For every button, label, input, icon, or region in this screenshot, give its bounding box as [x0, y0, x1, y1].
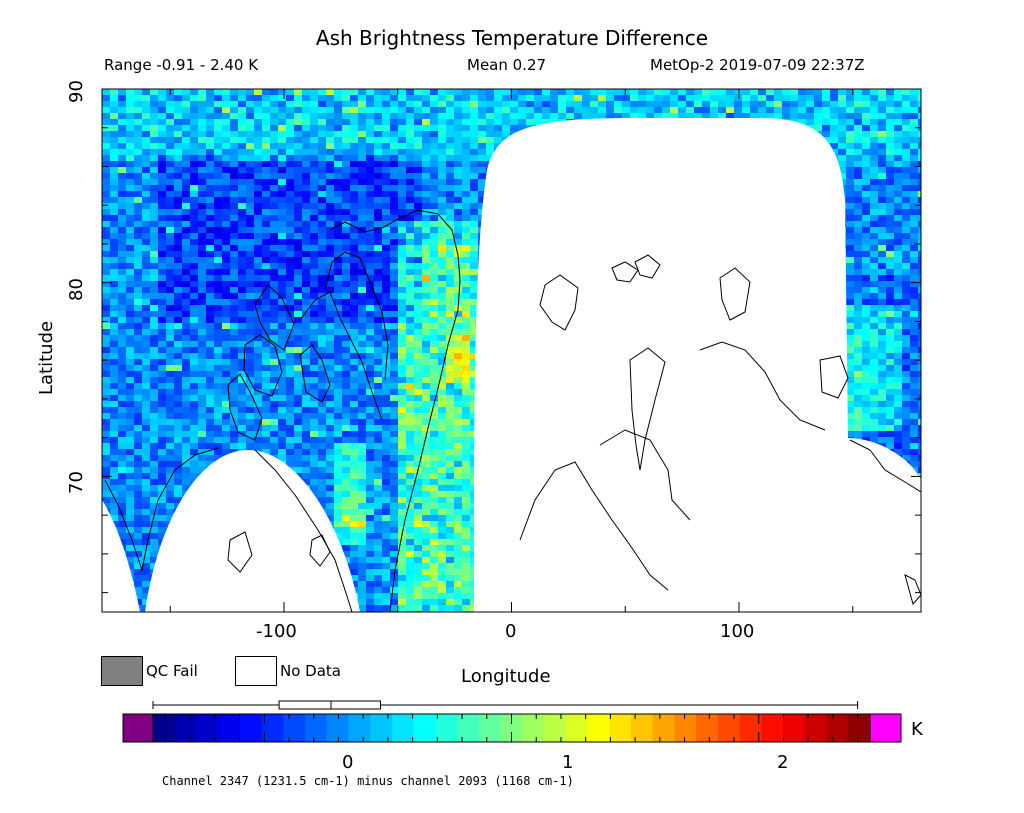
colorbar-bin: [283, 714, 306, 742]
chart-title: Ash Brightness Temperature Difference: [315, 26, 709, 50]
colorbar-bin: [413, 714, 436, 742]
coastline-segment: [227, 373, 263, 441]
colorbar-bin: [544, 714, 567, 742]
no-data-swatch: [235, 656, 277, 686]
colorbar-bin: [587, 714, 610, 742]
qc-fail-swatch: [101, 656, 143, 686]
colorbar-bin: [196, 714, 219, 742]
colorbar-bin: [153, 714, 176, 742]
colorbar-tick-1: 1: [562, 752, 574, 773]
colorbar-unit: K: [911, 719, 923, 740]
colorbar-bin: [739, 714, 762, 742]
colorbar-bin: [218, 714, 241, 742]
no-data-label: No Data: [280, 662, 341, 680]
colorbar-bin: [522, 714, 545, 742]
x-tick-100: 100: [720, 621, 755, 642]
y-tick-80: 80: [66, 278, 87, 301]
no-data-regions: [102, 118, 921, 612]
colorbar-bin: [261, 714, 284, 742]
coastline-segment: [243, 334, 283, 397]
colorbar-bin: [305, 714, 328, 742]
coastline-segment: [599, 429, 691, 521]
y-axis-label: Latitude: [36, 320, 57, 395]
colorbar-tick-2: 2: [777, 752, 789, 773]
coastline-segment: [699, 341, 826, 431]
coastlines: [104, 209, 921, 612]
axes: [102, 88, 921, 612]
colorbar-bin: [652, 714, 675, 742]
colorbar-bin: [674, 714, 697, 742]
qc-fail-label: QC Fail: [146, 662, 198, 680]
coastline-segment: [104, 447, 219, 572]
colorbar-bin: [326, 714, 350, 742]
colorbar-bin: [370, 714, 393, 742]
colorbar-bin: [457, 714, 480, 742]
coastline-segment: [539, 274, 579, 331]
colorbar-bin: [804, 714, 828, 742]
coastline-segment: [299, 344, 331, 403]
coastline-segment: [329, 209, 461, 612]
colorbar-bin: [848, 714, 871, 742]
colorbar-bin: [609, 714, 632, 742]
x-tick-0: 0: [505, 621, 517, 642]
colorbar-bin: [174, 714, 197, 742]
colorbar-bin: [783, 714, 806, 742]
colorbar-bin: [478, 714, 502, 742]
colorbar-boxplot: [152, 700, 859, 710]
x-tick-neg100: -100: [256, 621, 297, 642]
x-axis-label: Longitude: [461, 666, 551, 687]
colorbar-bin: [239, 714, 263, 742]
coastline-segment: [849, 439, 921, 493]
coastline-segment: [254, 284, 295, 351]
mean-text: Mean 0.27: [467, 56, 547, 74]
coastline-segment: [719, 267, 751, 321]
coastline-segment: [904, 574, 921, 606]
colorbar-bin: [761, 714, 784, 742]
colorbar-bin: [392, 714, 415, 742]
colorbar-bin: [631, 714, 654, 742]
colorbar-bin: [348, 714, 371, 742]
coastline-segment: [634, 254, 661, 279]
colorbar: [122, 713, 902, 743]
range-text: Range -0.91 - 2.40 K: [104, 56, 259, 74]
coastline-segment: [611, 261, 639, 283]
platform-datetime-text: MetOp-2 2019-07-09 22:37Z: [650, 56, 865, 74]
coastline-segment: [819, 355, 849, 399]
coastline-segment: [227, 531, 253, 573]
colorbar-bin: [500, 714, 523, 742]
coastline-segment: [519, 461, 669, 591]
colorbar-tick-0: 0: [342, 752, 354, 773]
colorbar-bin: [826, 714, 849, 742]
coastline-segment: [299, 291, 383, 421]
colorbar-bin: [435, 714, 458, 742]
y-tick-90: 90: [66, 80, 87, 103]
colorbar-bin: [717, 714, 741, 742]
colorbar-bin: [696, 714, 719, 742]
coastline-segment: [309, 534, 331, 567]
colorbar-caption: Channel 2347 (1231.5 cm-1) minus channel…: [162, 774, 574, 788]
y-tick-70: 70: [66, 471, 87, 494]
coastline-segment: [324, 251, 389, 381]
colorbar-bin: [565, 714, 589, 742]
coastline-segment: [629, 347, 666, 471]
coastline-segment: [254, 449, 353, 612]
